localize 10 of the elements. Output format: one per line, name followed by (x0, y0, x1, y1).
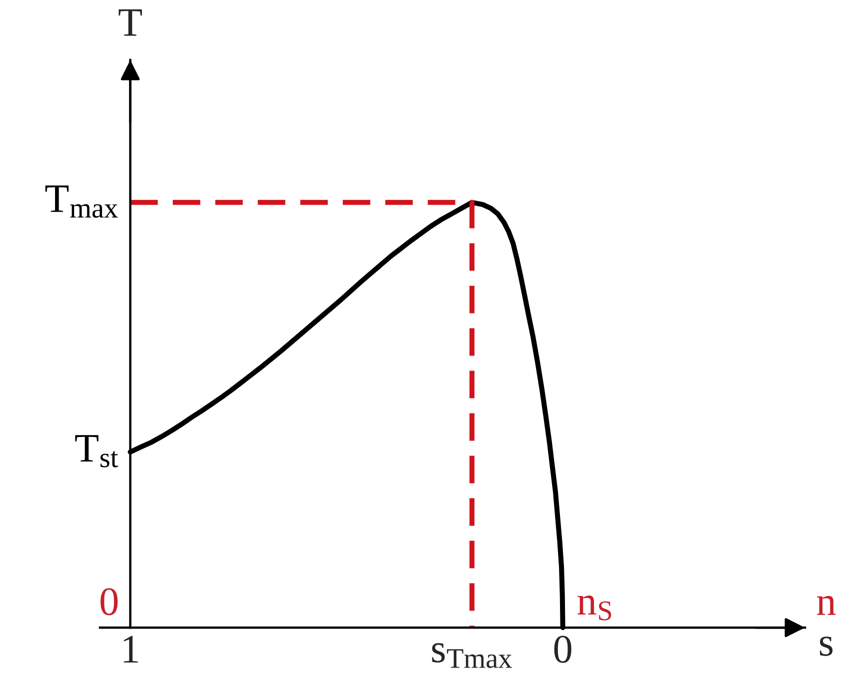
annotation: n$_{S}$ (578, 596, 612, 620)
y-axis-title: T (118, 9, 142, 36)
x-tick-label: 0 (554, 636, 572, 663)
annotation: 0 (100, 588, 118, 616)
annotation: T$_{st}$ (75, 435, 118, 468)
x-tick-label: 1 (124, 636, 138, 663)
annotation: T$_{max}$ (45, 186, 118, 218)
x-tick-label: s$_{Tmax}$ (432, 643, 512, 668)
x-axis-title: s (820, 636, 833, 656)
text: n (817, 596, 836, 615)
